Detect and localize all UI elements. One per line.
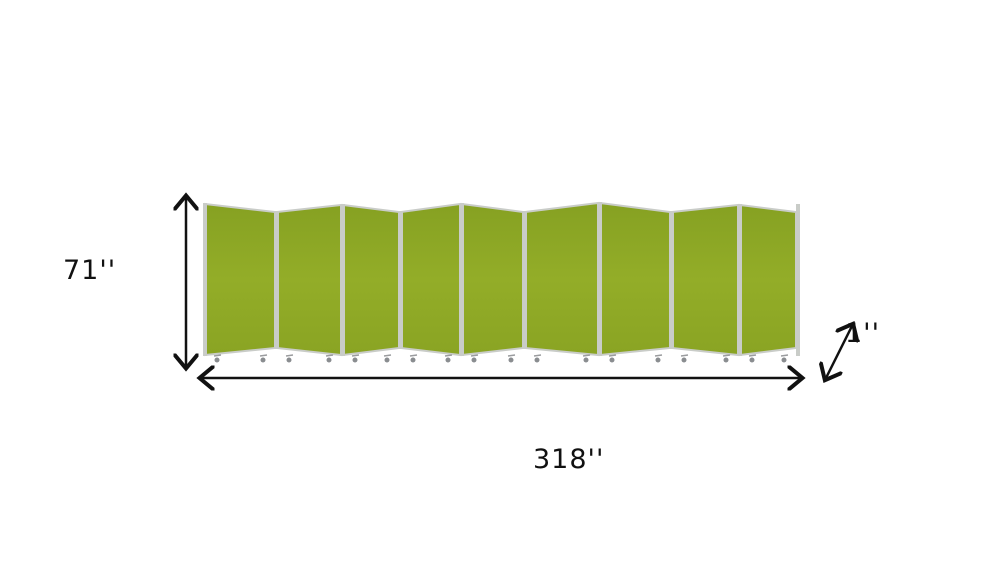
caster-base [325,354,334,357]
caster-base [259,354,268,357]
caster-wheel [352,357,358,363]
caster-base [722,354,731,357]
divider-panels [203,201,800,363]
caster-wheel [534,357,540,363]
caster-wheel [609,357,615,363]
caster-base [780,354,789,357]
panel-frame-post [460,203,464,356]
caster-base [654,354,663,357]
divider-panel [524,201,599,357]
caster-wheel [655,357,661,363]
panel-frame-post [523,211,527,349]
panel-frame-post [275,211,279,349]
divider-panel [342,203,400,357]
caster-base [383,354,392,357]
caster-base [582,354,591,357]
caster-wheel [286,357,292,363]
caster-base [748,354,757,357]
divider-panel [599,201,671,357]
caster-wheel [749,357,755,363]
panel-frame-post [341,204,345,356]
caster-base [470,354,479,357]
caster-wheel [445,357,451,363]
caster-wheel [410,357,416,363]
caster-wheel [214,357,220,363]
panel-frame-post [670,211,674,349]
caster-wheel [260,357,266,363]
panel-frame-post [598,202,602,356]
caster-base [285,354,294,357]
caster-base [507,354,516,357]
depth-label: 1'' [845,318,881,349]
divider-panel [671,203,739,357]
height-label: 71'' [63,255,117,286]
caster-base [409,354,418,357]
depth-arrow [826,326,852,378]
divider-panel [276,203,342,357]
panel-frame-post [796,204,800,356]
divider-panel [400,202,461,357]
caster-wheel [471,357,477,363]
divider-panel [461,202,524,357]
width-label: 318'' [533,444,605,475]
caster-wheel [583,357,589,363]
caster-wheel [781,357,787,363]
caster-base [533,354,542,357]
caster-base [213,354,222,357]
caster-base [680,354,689,357]
caster-base [351,354,360,357]
caster-base [608,354,617,357]
divider-panel [739,203,797,357]
caster-wheel [681,357,687,363]
panel-frame-post [399,211,403,349]
caster-wheel [384,357,390,363]
panel-frame-post [203,203,207,356]
caster-base [444,354,453,357]
caster-wheel [326,357,332,363]
panel-frame-post [738,204,742,356]
caster-wheel [723,357,729,363]
divider-panel [204,202,276,357]
caster-wheel [508,357,514,363]
